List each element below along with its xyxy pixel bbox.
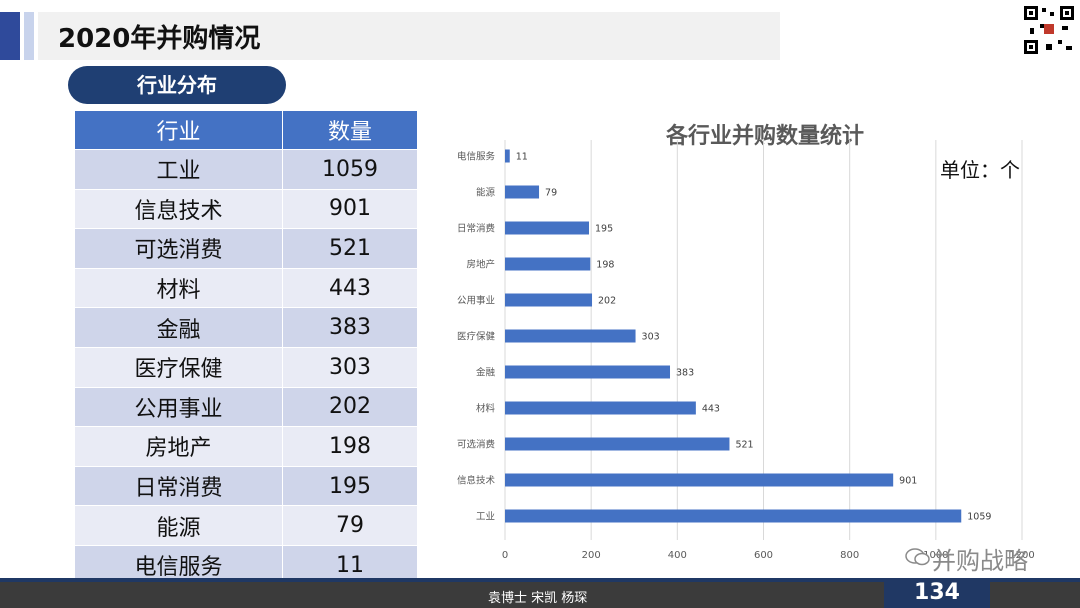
footer-line xyxy=(0,578,1080,582)
qr-code-icon xyxy=(1022,4,1076,56)
table-header-industry: 行业 xyxy=(73,110,284,150)
industry-cell: 信息技术 xyxy=(73,188,284,230)
x-tick-label: 1200 xyxy=(1009,550,1034,560)
bar xyxy=(505,293,593,307)
watermark-text: 并购战略 xyxy=(932,547,1028,575)
header-accent-bar-light xyxy=(24,12,34,60)
bar xyxy=(505,257,591,271)
bar xyxy=(505,329,636,343)
industry-cell: 材料 xyxy=(73,267,284,309)
x-tick-label: 400 xyxy=(668,550,687,560)
unit-label: 单位：个 xyxy=(940,158,1020,182)
industry-cell: 日常消费 xyxy=(73,465,284,507)
table-row: 日常消费 195 xyxy=(73,465,418,507)
industry-cell: 金融 xyxy=(73,307,284,348)
table-row: 公用事业 202 xyxy=(73,386,418,428)
table-header-count: 数量 xyxy=(282,110,418,150)
data-label: 383 xyxy=(676,368,694,379)
count-cell: 521 xyxy=(282,228,418,269)
bar xyxy=(505,365,671,379)
count-cell: 901 xyxy=(282,188,418,230)
page-title: 2020年并购情况 xyxy=(58,24,261,54)
category-label: 可选消费 xyxy=(457,439,495,451)
count-cell: 202 xyxy=(282,386,418,428)
x-tick-label: 600 xyxy=(754,550,773,560)
category-label: 工业 xyxy=(476,512,495,523)
data-label: 11 xyxy=(516,152,528,163)
x-tick-label: 200 xyxy=(582,550,601,560)
industry-cell: 房地产 xyxy=(73,426,284,467)
page-number: 134 xyxy=(884,578,990,608)
data-label: 202 xyxy=(598,296,616,307)
x-tick-label: 0 xyxy=(502,550,508,560)
x-tick-label: 800 xyxy=(840,550,859,560)
industry-cell: 医疗保健 xyxy=(73,346,284,388)
bar xyxy=(505,509,962,523)
table-row: 金融 383 xyxy=(73,307,418,348)
category-label: 材料 xyxy=(476,403,496,415)
bar xyxy=(505,437,730,451)
category-label: 房地产 xyxy=(466,259,495,271)
count-cell: 79 xyxy=(282,505,418,546)
count-cell: 1059 xyxy=(282,149,418,190)
count-cell: 198 xyxy=(282,426,418,467)
table-row: 信息技术 901 xyxy=(73,188,418,230)
table-row: 房地产 198 xyxy=(73,426,418,467)
bar xyxy=(505,149,510,163)
table-row: 医疗保健 303 xyxy=(73,346,418,388)
count-cell: 195 xyxy=(282,465,418,507)
footer-authors: 袁博士 宋凯 杨琛 xyxy=(488,591,588,606)
industry-cell: 工业 xyxy=(73,149,284,190)
category-label: 电信服务 xyxy=(457,151,496,163)
table-row: 可选消费 521 xyxy=(73,228,418,269)
table-row: 工业 1059 xyxy=(73,149,418,190)
category-label: 公用事业 xyxy=(457,295,495,307)
data-label: 79 xyxy=(545,188,557,199)
bar-chart: 0 200 400 600 800 1000 1200 电信服务 11 能源 79 日常消费 195 房地… xyxy=(457,140,1035,560)
category-label: 能源 xyxy=(476,187,496,199)
bar xyxy=(505,221,590,235)
data-label: 1059 xyxy=(967,512,991,523)
count-cell: 383 xyxy=(282,307,418,348)
title-band xyxy=(38,12,780,60)
section-label: 行业分布 xyxy=(68,66,286,104)
industry-cell: 能源 xyxy=(73,505,284,546)
category-label: 金融 xyxy=(476,367,496,379)
data-label: 198 xyxy=(596,260,614,271)
x-tick-label: 1000 xyxy=(923,550,948,560)
table-row: 材料 443 xyxy=(73,267,418,309)
bar xyxy=(505,185,540,199)
count-cell: 443 xyxy=(282,267,418,309)
table-row: 能源 79 xyxy=(73,505,418,546)
count-cell: 303 xyxy=(282,346,418,388)
industry-cell: 可选消费 xyxy=(73,228,284,269)
data-label: 195 xyxy=(595,224,613,235)
category-label: 信息技术 xyxy=(457,475,496,487)
data-label: 901 xyxy=(899,476,917,487)
industry-cell: 公用事业 xyxy=(73,386,284,428)
data-label: 443 xyxy=(702,404,720,415)
data-label: 521 xyxy=(735,440,753,451)
chart-title: 各行业并购数量统计 xyxy=(665,124,864,149)
category-label: 医疗保健 xyxy=(457,331,496,343)
industry-table: 行业 数量 工业 1059 信息技术 901 可选消费 521 材料 443 金融 383… xyxy=(73,110,418,586)
bar xyxy=(505,473,894,487)
data-label: 303 xyxy=(642,332,660,343)
category-label: 日常消费 xyxy=(457,223,495,235)
bar xyxy=(505,401,696,415)
header-accent-bar xyxy=(0,12,20,60)
wechat-icon xyxy=(905,548,930,566)
